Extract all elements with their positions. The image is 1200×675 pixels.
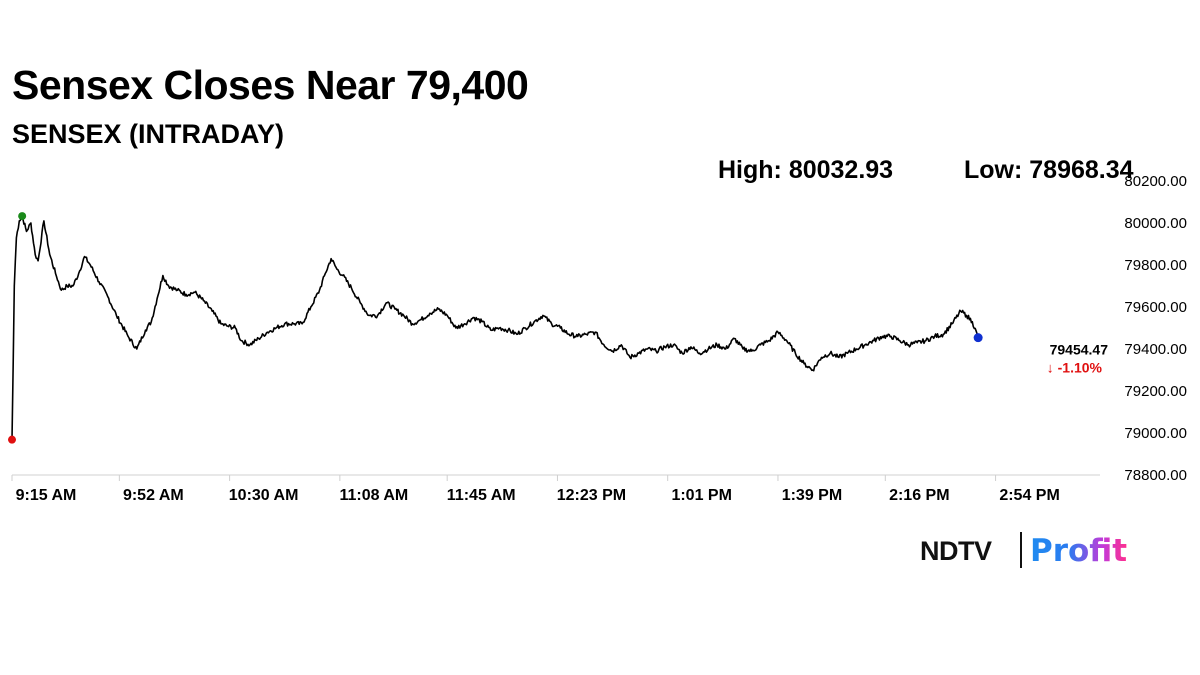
y-tick-label: 80000.00 bbox=[1124, 215, 1187, 232]
y-tick-label: 78800.00 bbox=[1124, 467, 1187, 484]
x-tick-label: 2:54 PM bbox=[999, 487, 1059, 504]
low-marker bbox=[8, 435, 16, 444]
chart-subtitle: SENSEX (INTRADAY) bbox=[12, 119, 285, 149]
x-tick-label: 9:15 AM bbox=[16, 487, 77, 504]
x-tick-label: 12:23 PM bbox=[557, 487, 626, 504]
x-tick-label: 1:01 PM bbox=[671, 487, 731, 504]
last-value-marker bbox=[973, 333, 983, 343]
logo-divider bbox=[1020, 532, 1022, 568]
y-tick-label: 79000.00 bbox=[1124, 425, 1187, 442]
x-tick-label: 10:30 AM bbox=[229, 487, 299, 504]
high-value: High: 80032.93 bbox=[718, 156, 894, 184]
x-tick-label: 11:45 AM bbox=[447, 487, 516, 504]
x-tick-label: 2:16 PM bbox=[889, 487, 949, 504]
low-value: Low: 78968.34 bbox=[964, 156, 1134, 184]
y-tick-label: 79400.00 bbox=[1124, 341, 1187, 358]
price-series-line bbox=[11, 215, 979, 440]
x-tick-label: 1:39 PM bbox=[782, 487, 842, 504]
page-title: Sensex Closes Near 79,400 bbox=[12, 62, 529, 108]
last-value-label: 79454.47 bbox=[1050, 342, 1109, 358]
y-axis-ticks: 80200.00 80000.00 79800.00 79600.00 79400.00… bbox=[1124, 173, 1187, 484]
logo-ndtv-text: NDTV bbox=[920, 536, 992, 566]
high-marker bbox=[18, 212, 27, 221]
y-tick-label: 79800.00 bbox=[1124, 257, 1187, 274]
y-tick-label: 79200.00 bbox=[1124, 383, 1187, 400]
logo-profit-text: Profit bbox=[1030, 533, 1128, 569]
x-tick-label: 9:52 AM bbox=[123, 487, 184, 504]
x-tick-label: 11:08 AM bbox=[339, 487, 408, 504]
y-tick-label: 79600.00 bbox=[1124, 299, 1187, 316]
y-tick-label: 80200.00 bbox=[1124, 173, 1187, 190]
x-axis-ticks: 9:15 AM 9:52 AM 10:30 AM 11:08 AM 11:45 AM 12… bbox=[11, 475, 1060, 504]
change-percent-label: ↓ -1.10% bbox=[1047, 360, 1103, 376]
